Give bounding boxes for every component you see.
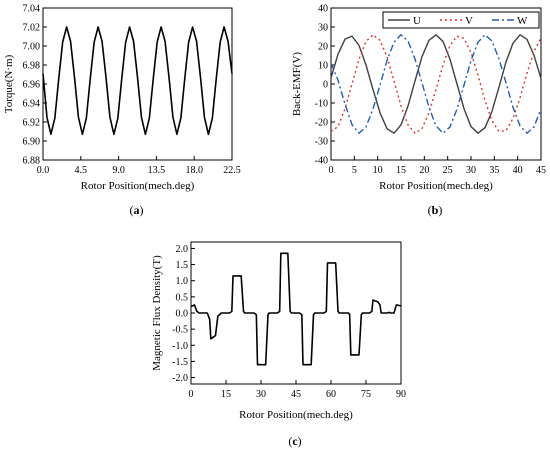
chart-panel-a: 0.0 4.5 9.0 13.5 18.0 22.5 6.88 6.90 6.92 6.94 6.9… bbox=[3, 4, 241, 218]
x-tick-label: 45 bbox=[536, 165, 546, 176]
y-tick-label: -20 bbox=[315, 118, 328, 129]
y-tick-label: 6.94 bbox=[23, 99, 41, 110]
panel-letter: b bbox=[432, 203, 439, 217]
y-axis-label: Magnetic Flux Density(T) bbox=[151, 255, 163, 371]
y-axis-label: Torque(N·m) bbox=[3, 54, 15, 113]
series-line-1 bbox=[190, 252, 402, 366]
y-tick-label: -1.0 bbox=[172, 341, 188, 352]
series-line-U bbox=[330, 34, 542, 134]
panel-caption: (b) bbox=[428, 203, 443, 217]
x-tick-label: 15 bbox=[396, 165, 406, 176]
legend-label-V: V bbox=[465, 15, 473, 27]
y-tick-label: -10 bbox=[315, 99, 328, 110]
x-tick-label: 0 bbox=[329, 165, 334, 176]
y-tick-label: 6.92 bbox=[23, 118, 41, 129]
y-tick-label: 30 bbox=[318, 23, 328, 34]
panel-letter: a bbox=[134, 203, 140, 217]
x-tick-label: 75 bbox=[361, 389, 371, 400]
y-tick-label: -40 bbox=[315, 156, 328, 167]
x-tick-label: 0.0 bbox=[37, 165, 50, 176]
y-tick-label: 0 bbox=[323, 80, 328, 91]
chart-panel-b: 0 5 10 15 20 25 30 35 40 45 -40 -30 -20 -10 0 10 20 30 40 U… bbox=[291, 4, 546, 218]
x-tick-label: 60 bbox=[326, 389, 336, 400]
y-tick-label: -30 bbox=[315, 137, 328, 148]
x-tick-label: 4.5 bbox=[75, 165, 88, 176]
y-tick-label: 1.0 bbox=[176, 276, 189, 287]
x-axis-label: Rotor Position(mech.deg) bbox=[379, 180, 493, 192]
x-tick-label: 0 bbox=[189, 389, 194, 400]
chart-panel-c: 0 15 30 45 60 75 90 2.0 1.5 1.0 0.5 0.0 -0.5 -1.0 -1.5… bbox=[151, 241, 406, 448]
legend-label-W: W bbox=[517, 15, 528, 27]
x-tick-label: 9.0 bbox=[112, 165, 125, 176]
x-tick-label: 90 bbox=[396, 389, 406, 400]
y-tick-label: 10 bbox=[318, 61, 328, 72]
x-tick-label: 35 bbox=[489, 165, 499, 176]
y-tick-label: 6.98 bbox=[23, 61, 41, 72]
x-tick-label: 18.0 bbox=[185, 165, 203, 176]
panel-caption: (a) bbox=[130, 203, 144, 217]
y-tick-label: 40 bbox=[318, 4, 328, 15]
legend-label-U: U bbox=[413, 15, 421, 27]
x-tick-label: 45 bbox=[291, 389, 301, 400]
series-line-W bbox=[330, 34, 542, 134]
series-line-1 bbox=[42, 26, 233, 136]
y-tick-label: 7.00 bbox=[23, 42, 41, 53]
x-axis-label: Rotor Position(mech.deg) bbox=[239, 409, 353, 421]
y-tick-label: 6.88 bbox=[23, 156, 41, 167]
y-tick-label: 6.96 bbox=[23, 80, 41, 91]
x-tick-label: 25 bbox=[443, 165, 453, 176]
x-tick-label: 30 bbox=[466, 165, 476, 176]
x-tick-label: 13.5 bbox=[148, 165, 166, 176]
x-tick-label: 10 bbox=[373, 165, 383, 176]
x-tick-label: 5 bbox=[352, 165, 357, 176]
y-tick-label: 1.5 bbox=[176, 260, 189, 271]
x-tick-label: 40 bbox=[513, 165, 523, 176]
panel-letter: c bbox=[292, 434, 298, 448]
y-tick-label: -2.0 bbox=[172, 373, 188, 384]
x-tick-label: 30 bbox=[256, 389, 266, 400]
x-axis-label: Rotor Position(mech.deg) bbox=[81, 180, 195, 192]
y-tick-label: 7.02 bbox=[23, 23, 41, 34]
y-tick-label: 7.04 bbox=[23, 4, 41, 15]
y-tick-label: 2.0 bbox=[176, 244, 189, 255]
x-tick-label: 22.5 bbox=[223, 165, 241, 176]
y-tick-label: 0.5 bbox=[176, 292, 189, 303]
y-tick-label: 0.0 bbox=[176, 309, 189, 320]
y-tick-label: -0.5 bbox=[172, 325, 188, 336]
y-axis-label: Back-EMF(V) bbox=[291, 52, 303, 116]
y-tick-label: 20 bbox=[318, 42, 328, 53]
x-tick-label: 15 bbox=[221, 389, 231, 400]
y-tick-label: 6.90 bbox=[23, 137, 41, 148]
legend: U V W bbox=[382, 11, 540, 29]
series-line-V bbox=[330, 34, 542, 134]
y-tick-label: -1.5 bbox=[172, 357, 188, 368]
plot-frame bbox=[330, 7, 542, 161]
x-tick-label: 20 bbox=[419, 165, 429, 176]
panel-caption: (c) bbox=[288, 434, 301, 448]
